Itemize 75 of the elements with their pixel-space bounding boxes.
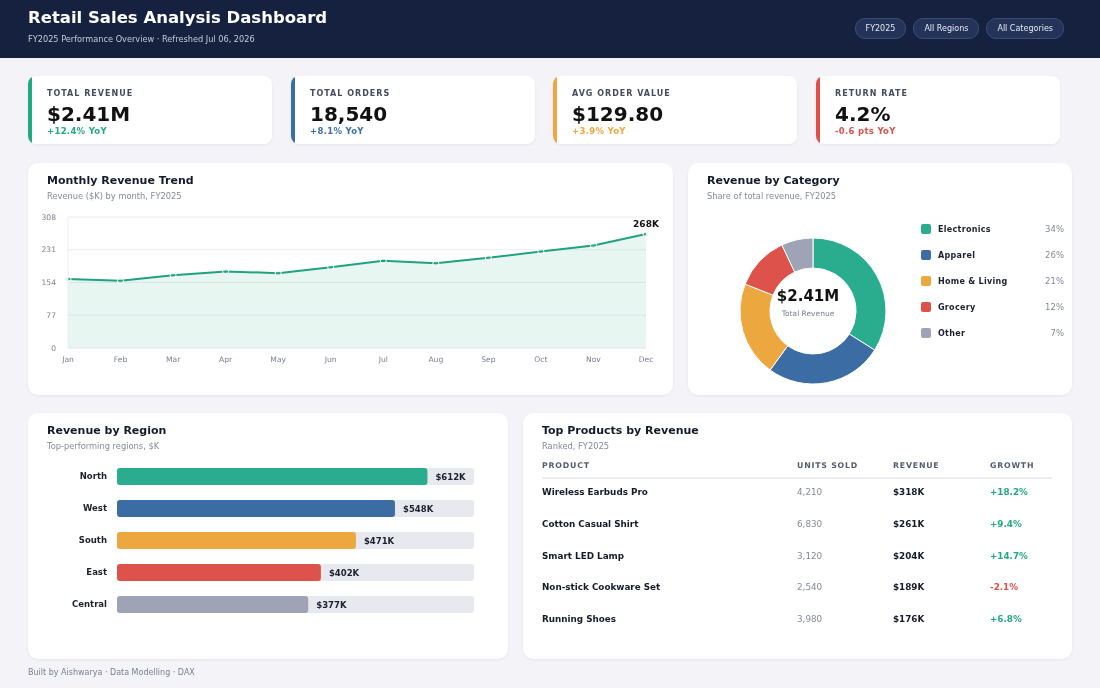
chart-subtitle: Revenue ($K) by month, FY2025: [47, 191, 182, 201]
text: +3.9% YoY: [572, 126, 626, 136]
data-label: 26%: [1045, 250, 1064, 260]
filter-chip: FY2025: [854, 18, 907, 39]
text: +6.8%: [990, 614, 1022, 625]
point: [642, 230, 650, 238]
category-label: Cotton Casual Shirt: [542, 518, 639, 529]
text: $2.41M: [776, 287, 840, 305]
text: Top Products by Revenue: [542, 424, 699, 437]
text: $2.41M: [47, 102, 131, 126]
point: [589, 242, 597, 249]
legend-label: Grocery: [938, 302, 976, 312]
data-label: 7%: [1050, 328, 1064, 338]
text: $176K: [893, 614, 925, 625]
data-label: 21%: [1045, 276, 1064, 286]
legend-label: Electronics: [938, 224, 991, 234]
chart-title: Revenue by Region: [47, 424, 167, 437]
data-label: $471K: [363, 535, 395, 546]
text: AVG ORDER VALUE: [572, 89, 671, 98]
text: FY2025 Performance Overview · Refreshed Jul 06, 2026: [28, 34, 255, 44]
chart-title: Monthly Revenue Trend: [47, 174, 194, 187]
y-tick-label: West: [83, 503, 107, 514]
y-tick-label: North: [79, 471, 107, 482]
text: 18,540: [310, 102, 388, 126]
category-label: Running Shoes: [542, 614, 617, 625]
point: [327, 263, 335, 271]
data-label: $612K: [435, 471, 467, 482]
text: Retail Sales Analysis Dashboard: [28, 8, 328, 27]
chart-subtitle: Top-performing regions, $K: [47, 441, 160, 451]
text: 3,120: [797, 550, 823, 561]
point: [379, 257, 387, 265]
text: +8.1% YoY: [310, 126, 364, 136]
chart-subtitle: Share of total revenue, FY2025: [707, 191, 837, 201]
point: [484, 254, 492, 262]
text: 3,980: [797, 614, 823, 625]
text: +9.4%: [990, 518, 1022, 529]
data-label: $548K: [402, 503, 434, 514]
text: +14.7%: [990, 550, 1028, 561]
category-label: Wireless Earbuds Pro: [542, 487, 648, 497]
category-label: Smart LED Lamp: [542, 550, 625, 561]
text: +18.2%: [990, 487, 1028, 497]
text: 4,210: [797, 487, 823, 497]
text: -2.1%: [990, 582, 1019, 593]
point: [274, 269, 282, 277]
text: +12.4% YoY: [47, 126, 107, 136]
text: 4.2%: [835, 102, 891, 126]
text: -0.6 pts YoY: [835, 126, 896, 136]
filter-chip: All Categories: [986, 18, 1064, 39]
text: RETURN RATE: [835, 89, 908, 98]
text: Built by Aishwarya · Data Modelling · DAX: [28, 667, 195, 677]
category-label: Non-stick Cookware Set: [542, 582, 661, 593]
legend-label: Other: [938, 328, 966, 338]
text: 6,830: [797, 518, 823, 529]
text: $318K: [893, 487, 925, 497]
text: TOTAL REVENUE: [47, 89, 134, 98]
y-tick-label: East: [86, 567, 107, 578]
text: TOTAL ORDERS: [310, 89, 391, 98]
text: 2,540: [797, 582, 823, 593]
text: Ranked, FY2025: [542, 441, 610, 451]
text: $261K: [893, 518, 925, 529]
text: $204K: [893, 550, 925, 561]
data-label: $402K: [328, 567, 360, 578]
chart-title: Revenue by Category: [707, 174, 840, 187]
y-tick-label: South: [78, 535, 107, 546]
text: $129.80: [572, 102, 664, 126]
point: [117, 277, 125, 285]
data-label: 34%: [1045, 224, 1064, 234]
data-label: 268K: [633, 219, 660, 230]
legend-label: Home & Living: [938, 276, 1008, 286]
data-label: 12%: [1045, 302, 1064, 312]
y-tick-label: Central: [72, 599, 108, 610]
filter-chip: All Regions: [913, 18, 980, 39]
data-label: $377K: [316, 599, 347, 610]
text: $189K: [893, 582, 925, 593]
legend-label: Apparel: [938, 250, 976, 260]
